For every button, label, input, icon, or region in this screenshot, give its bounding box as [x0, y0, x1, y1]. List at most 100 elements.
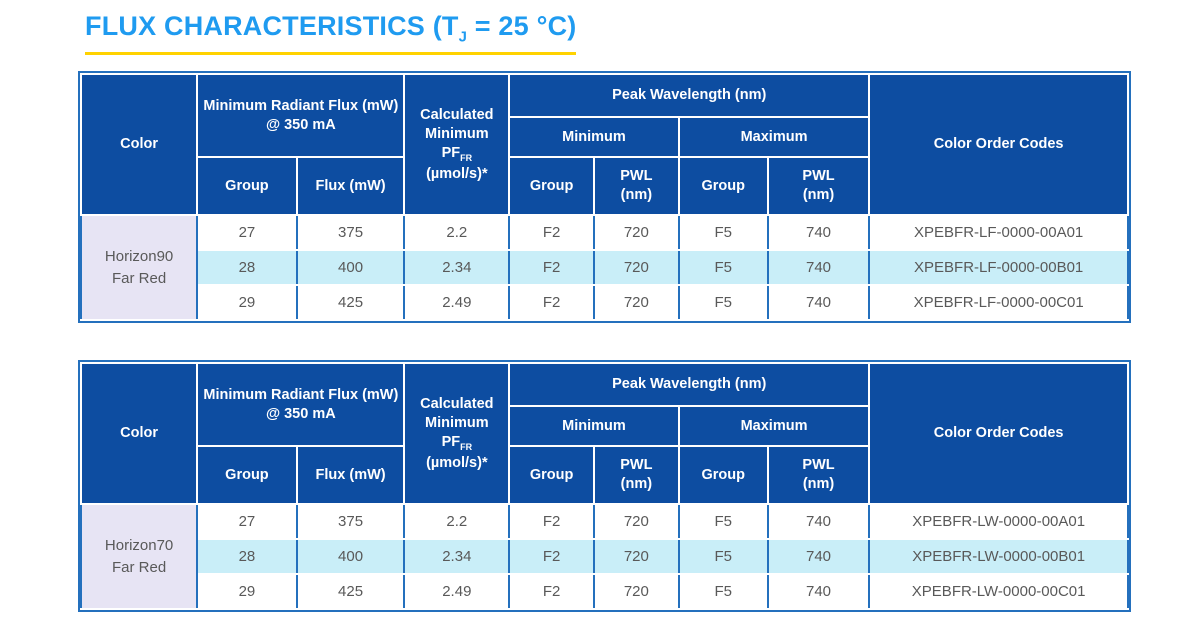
cell-max-group: F5: [677, 284, 769, 322]
header-max-pwl: PWL (nm): [766, 156, 871, 217]
cell-min-group: F2: [508, 538, 595, 576]
cell-min-pwl: 720: [592, 284, 680, 322]
calc-units: (µmol/s)*: [426, 165, 488, 182]
calc-pf-subscript: FR: [460, 152, 473, 163]
header-calc-min-pf: Calculated Minimum PFFR (µmol/s)*: [403, 362, 511, 506]
cell-min-group: F2: [508, 284, 595, 322]
table-row: 28 400 2.34 F2 720 F5 740 XPEBFR-LW-0000…: [81, 538, 1129, 576]
title-block: FLUX CHARACTERISTICS (TJ = 25 °C): [85, 11, 1187, 56]
header-row-1: Color Minimum Radiant Flux (mW) @ 350 mA…: [79, 73, 1129, 217]
header-min-pwl: PWL (nm): [592, 156, 680, 217]
table-row: Horizon70 Far Red 27 375 2.2 F2 720 F5 7…: [79, 503, 1129, 611]
header-color-order-codes: Color Order Codes: [868, 362, 1129, 506]
header-peak-wavelength: Peak Wavelength (nm): [508, 362, 871, 408]
header-minimum: Minimum: [508, 405, 680, 448]
cell-flux: 375: [295, 214, 406, 252]
cell-max-pwl: 740: [766, 214, 871, 252]
cell-min-pwl: 720: [592, 573, 680, 611]
cell-min-group: F2: [508, 249, 595, 287]
calc-units: (µmol/s)*: [426, 454, 488, 471]
header-min-pwl: PWL (nm): [592, 445, 680, 506]
header-flux-mw: Flux (mW): [295, 156, 406, 217]
cell-group: 28: [196, 249, 298, 287]
header-minimum: Minimum: [508, 116, 680, 159]
header-maximum: Maximum: [677, 116, 871, 159]
cell-group: 29: [196, 573, 298, 611]
page-title-text: FLUX CHARACTERISTICS (T: [85, 11, 459, 41]
header-group-flux: Group: [196, 445, 298, 506]
flux-table-horizon70-far-red: Color Minimum Radiant Flux (mW) @ 350 mA…: [79, 362, 1129, 611]
calc-line2: Minimum: [425, 125, 489, 142]
table-row: 29 425 2.49 F2 720 F5 740 XPEBFR-LW-0000…: [81, 573, 1129, 611]
page-title-subscript: J: [458, 29, 468, 46]
cell-min-pwl: 720: [592, 214, 680, 252]
cell-pf: 2.2: [403, 503, 511, 541]
cell-color-order-code: XPEBFR-LF-0000-00C01: [868, 284, 1129, 322]
cell-min-group: F2: [508, 503, 595, 541]
calc-line1: Calculated: [420, 395, 494, 412]
cell-min-pwl: 720: [592, 503, 680, 541]
cell-min-group: F2: [508, 214, 595, 252]
cell-color-order-code: XPEBFR-LF-0000-00B01: [868, 249, 1129, 287]
table-row: 28 400 2.34 F2 720 F5 740 XPEBFR-LF-0000…: [81, 249, 1129, 287]
cell-flux: 425: [295, 284, 406, 322]
cell-flux: 400: [295, 249, 406, 287]
calc-pf-subscript: FR: [460, 441, 473, 452]
header-color-order-codes: Color Order Codes: [868, 73, 1129, 217]
header-row-2: Minimum Maximum: [81, 116, 1128, 159]
cell-max-group: F5: [677, 503, 769, 541]
header-min-group: Group: [508, 445, 595, 506]
header-row-3: Group Flux (mW) Group PWL (nm) Group PWL…: [81, 445, 1128, 506]
cell-pf: 2.34: [403, 249, 511, 287]
calc-line1: Calculated: [420, 106, 494, 123]
cell-min-pwl: 720: [592, 538, 680, 576]
cell-max-pwl: 740: [766, 573, 871, 611]
table-row: 29 425 2.49 F2 720 F5 740 XPEBFR-LF-0000…: [81, 284, 1129, 322]
header-calc-min-pf: Calculated Minimum PFFR (µmol/s)*: [403, 73, 511, 217]
header-row-2: Minimum Maximum: [81, 405, 1128, 448]
cell-group: 27: [196, 503, 298, 541]
header-max-pwl: PWL (nm): [766, 445, 871, 506]
cell-max-group: F5: [677, 573, 769, 611]
cell-pf: 2.34: [403, 538, 511, 576]
page-title: FLUX CHARACTERISTICS (TJ = 25 °C): [85, 11, 577, 56]
cell-group: 27: [196, 214, 298, 252]
cell-min-group: F2: [508, 573, 595, 611]
cell-max-group: F5: [677, 538, 769, 576]
flux-table-horizon70-wrapper: Color Minimum Radiant Flux (mW) @ 350 mA…: [78, 360, 1131, 613]
header-max-group: Group: [677, 156, 769, 217]
calc-pf: PF: [441, 145, 461, 162]
cell-flux: 400: [295, 538, 406, 576]
header-group-flux: Group: [196, 156, 298, 217]
header-flux-mw: Flux (mW): [295, 445, 406, 506]
calc-line2: Minimum: [425, 414, 489, 431]
cell-max-group: F5: [677, 214, 769, 252]
calc-pf: PF: [441, 434, 461, 451]
cell-color-order-code: XPEBFR-LW-0000-00A01: [868, 503, 1129, 541]
cell-pf: 2.49: [403, 284, 511, 322]
flux-table-horizon90-wrapper: Color Minimum Radiant Flux (mW) @ 350 mA…: [78, 71, 1131, 324]
header-max-group: Group: [677, 445, 769, 506]
cell-color-order-code: XPEBFR-LF-0000-00A01: [868, 214, 1129, 252]
header-row-1: Color Minimum Radiant Flux (mW) @ 350 mA…: [79, 362, 1129, 506]
cell-max-group: F5: [677, 249, 769, 287]
header-min-radiant-flux: Minimum Radiant Flux (mW) @ 350 mA: [196, 362, 406, 448]
header-peak-wavelength: Peak Wavelength (nm): [508, 73, 871, 119]
cell-max-pwl: 740: [766, 503, 871, 541]
header-row-3: Group Flux (mW) Group PWL (nm) Group PWL…: [81, 156, 1128, 217]
header-min-group: Group: [508, 156, 595, 217]
cell-color-order-code: XPEBFR-LW-0000-00B01: [868, 538, 1129, 576]
cell-pf: 2.2: [403, 214, 511, 252]
cell-max-pwl: 740: [766, 249, 871, 287]
cell-min-pwl: 720: [592, 249, 680, 287]
header-color: Color: [79, 362, 199, 506]
cell-pf: 2.49: [403, 573, 511, 611]
table-row: Horizon90 Far Red 27 375 2.2 F2 720 F5 7…: [79, 214, 1129, 322]
cell-group: 29: [196, 284, 298, 322]
header-maximum: Maximum: [677, 405, 871, 448]
color-name-cell: Horizon90 Far Red: [79, 214, 199, 322]
flux-table-horizon90-far-red: Color Minimum Radiant Flux (mW) @ 350 mA…: [79, 73, 1129, 322]
cell-max-pwl: 740: [766, 284, 871, 322]
header-min-radiant-flux: Minimum Radiant Flux (mW) @ 350 mA: [196, 73, 406, 159]
page-title-suffix: = 25 °C): [467, 11, 577, 41]
